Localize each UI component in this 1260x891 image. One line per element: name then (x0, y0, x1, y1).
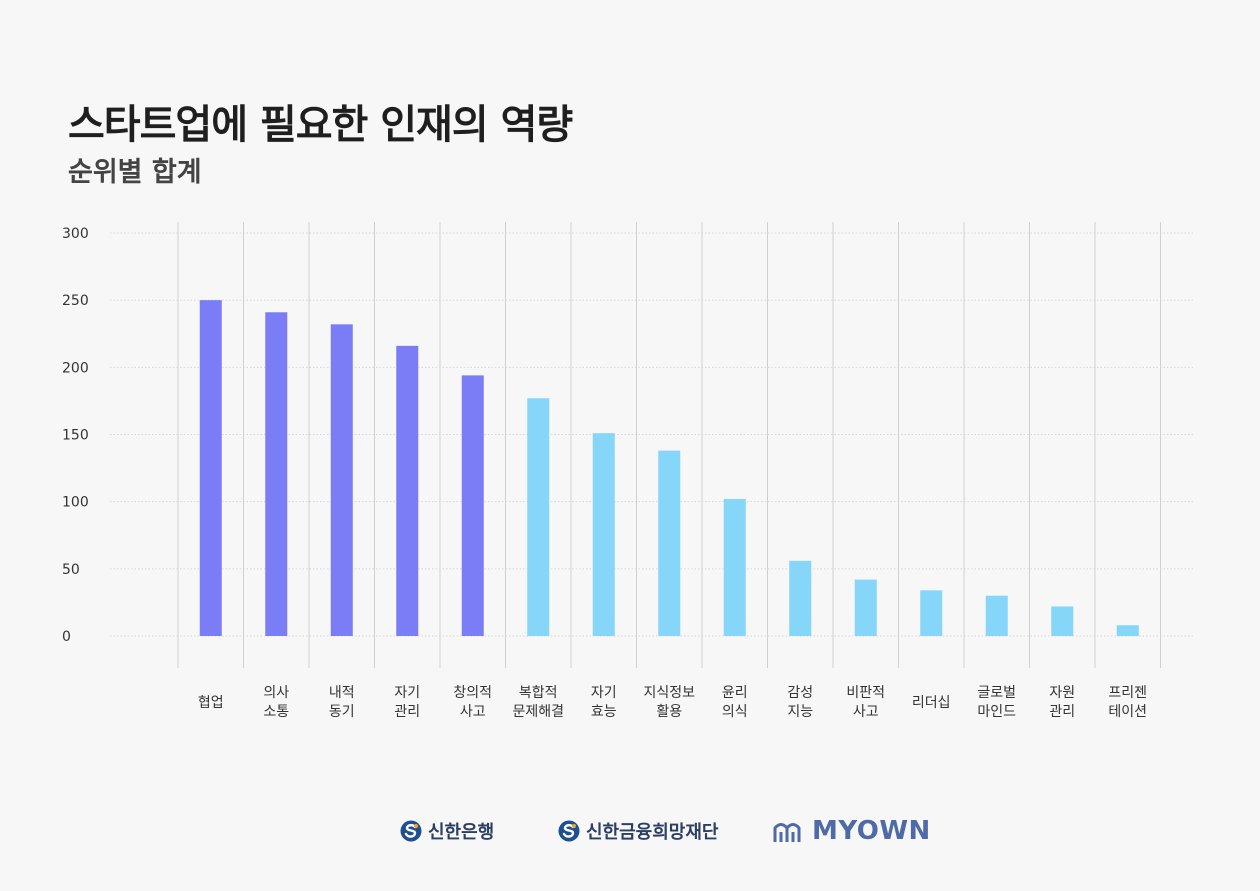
bar (1051, 606, 1074, 636)
bar-chart: 0 50 100 150 200 250 300 협업 의사 소통 내적 동기 자기 관리 창의적 사고 복합적… (62, 222, 1195, 720)
bar (592, 433, 615, 636)
bar (199, 300, 222, 636)
x-tick-label: 창의적 사고 (453, 685, 492, 720)
x-tick-label: 자원 관리 (1049, 685, 1075, 720)
chart-title: 스타트업에 필요한 인재의 역량 (68, 102, 573, 148)
x-tick-label: 자기 관리 (394, 685, 420, 720)
shinhan-hope-foundation-label: 신한금융희망재단 (586, 822, 719, 843)
x-tick-label: 지식정보 활용 (643, 685, 695, 720)
y-tick-label: 250 (62, 293, 89, 309)
x-tick-label: 복합적 문제해결 (512, 685, 564, 720)
x-tick-label: 의사 소통 (263, 685, 289, 720)
bar (330, 324, 353, 636)
bar (985, 595, 1008, 636)
shinhan-emblem-icon (400, 820, 422, 842)
bar (461, 375, 484, 636)
myown-logo: MYOWN (772, 816, 931, 846)
x-tick-label: 비판적 사고 (846, 685, 885, 720)
x-tick-label: 감성 지능 (787, 685, 813, 720)
x-tick-label: 협업 (198, 695, 224, 711)
bar (723, 498, 746, 636)
bar (265, 312, 288, 636)
x-tick-label: 자기 효능 (591, 685, 617, 720)
x-tick-label: 내적 동기 (329, 685, 355, 720)
y-tick-label: 200 (62, 360, 89, 376)
x-tick-label: 글로벌 마인드 (977, 685, 1016, 720)
shinhan-hope-foundation-logo: 신한금융희망재단 (558, 818, 718, 844)
footer-logos: 신한은행 신한금융희망재단 MYOWN (0, 816, 1260, 848)
myown-label: MYOWN (812, 816, 931, 846)
y-tick-label: 0 (62, 629, 71, 645)
shinhan-emblem-icon (558, 820, 580, 842)
shinhan-bank-label: 신한은행 (428, 822, 495, 843)
myown-emblem-icon (773, 823, 801, 842)
x-tick-label: 리더십 (912, 695, 951, 711)
x-tick-label: 윤리 의식 (722, 685, 748, 720)
bar (920, 590, 943, 636)
y-tick-label: 100 (62, 495, 89, 511)
y-tick-label: 150 (62, 428, 89, 444)
y-tick-label: 50 (62, 562, 80, 578)
bar (527, 398, 550, 636)
y-tick-label: 300 (62, 226, 89, 242)
bar (1116, 625, 1139, 636)
bar (854, 579, 877, 636)
chart-subtitle: 순위별 합계 (68, 157, 202, 188)
bar (789, 560, 812, 636)
bar (396, 345, 419, 636)
bar (658, 450, 681, 636)
shinhan-bank-logo: 신한은행 (400, 818, 494, 844)
x-tick-label: 프리젠 테이션 (1108, 685, 1147, 720)
